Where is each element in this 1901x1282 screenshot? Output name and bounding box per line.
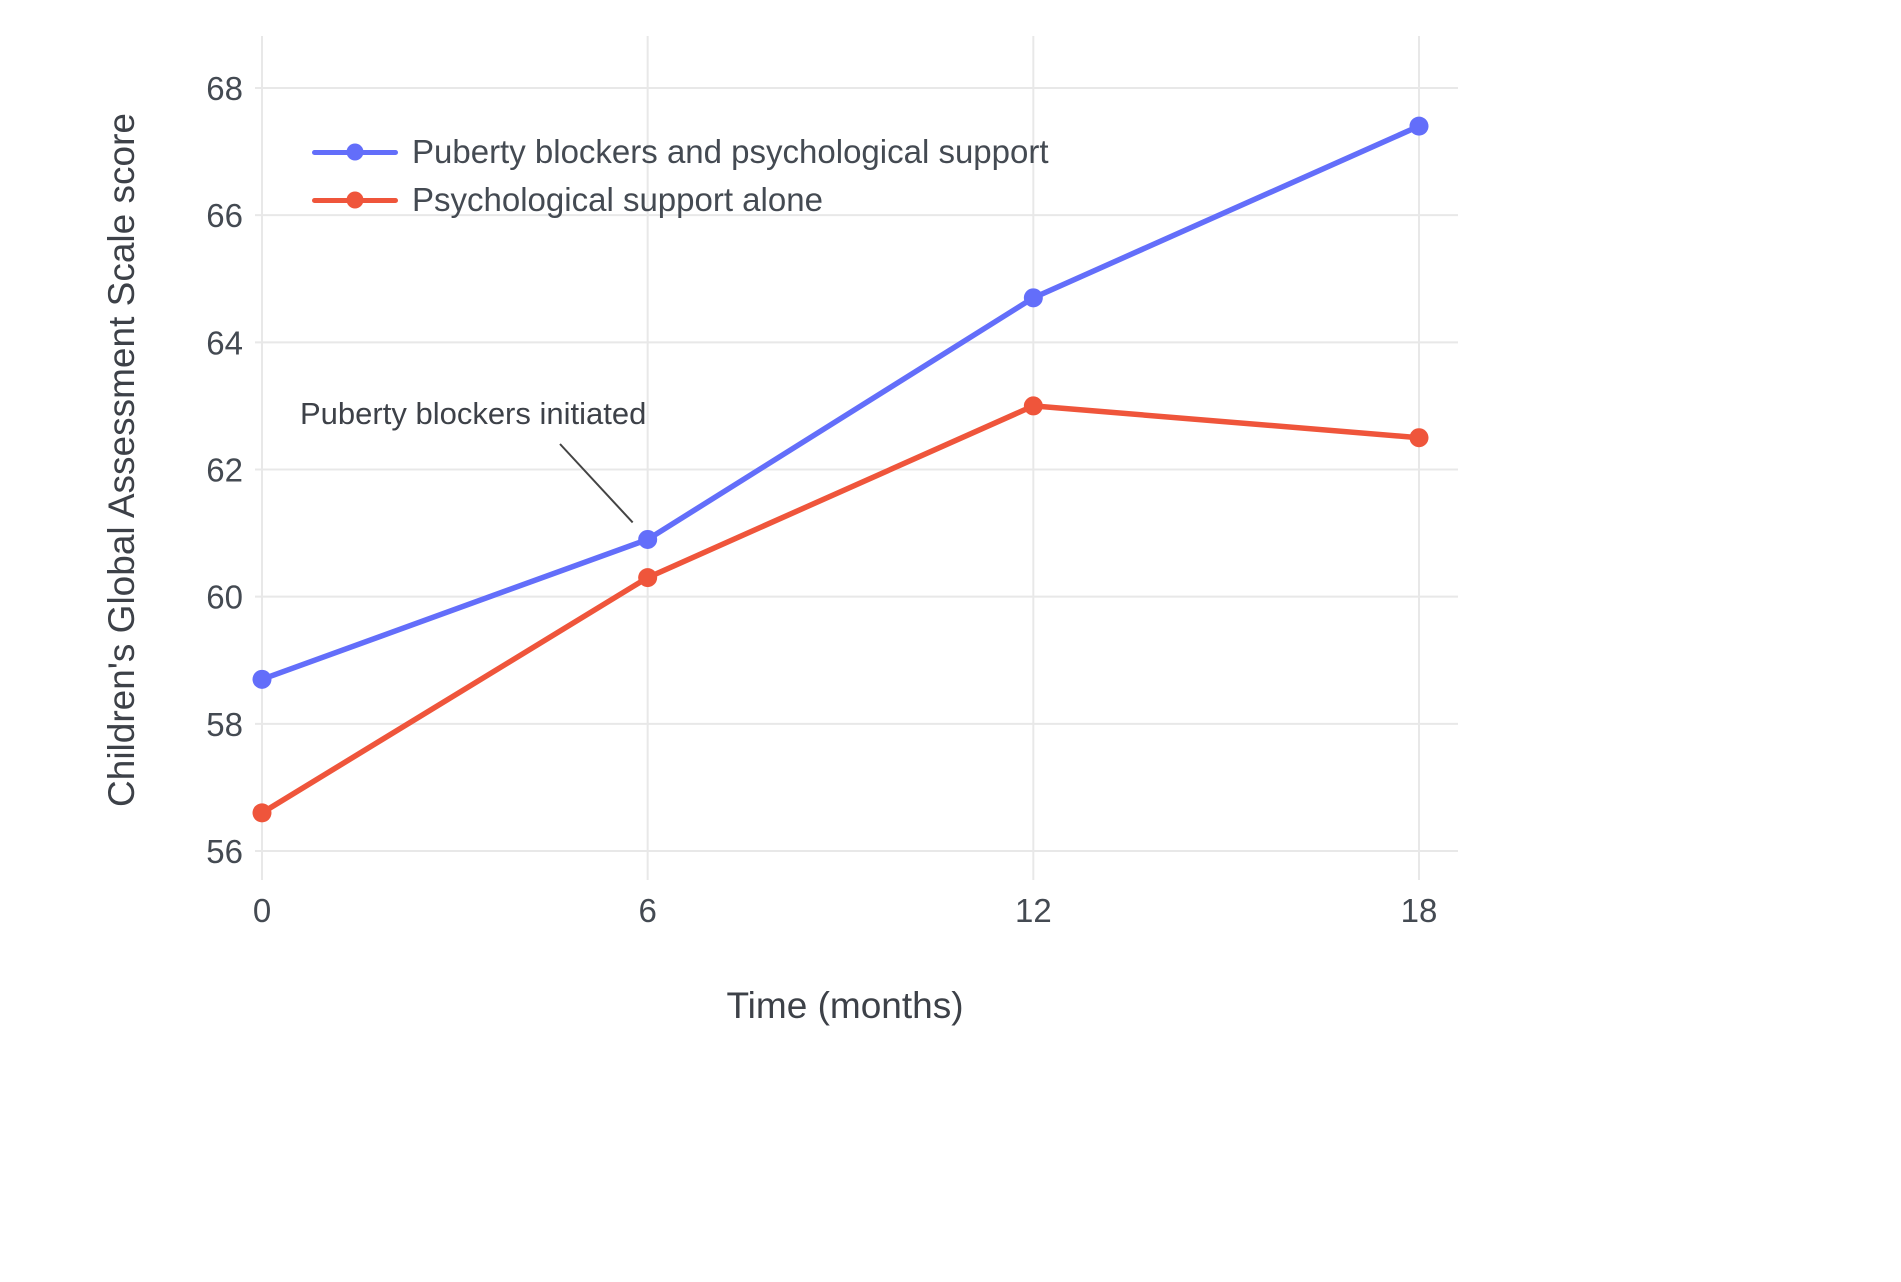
series-marker[interactable] (1023, 396, 1043, 416)
legend-item[interactable]: Psychological support alone (312, 176, 1049, 224)
series-marker[interactable] (252, 803, 272, 823)
y-tick-label: 60 (206, 579, 243, 616)
y-axis-title: Children's Global Assessment Scale score (101, 113, 142, 807)
series-marker[interactable] (252, 669, 272, 689)
legend-item[interactable]: Puberty blockers and psychological suppo… (312, 128, 1049, 176)
y-tick-label: 56 (206, 833, 243, 870)
y-tick-label: 64 (206, 324, 243, 361)
y-tick-label: 68 (206, 70, 243, 107)
series-marker[interactable] (1409, 116, 1429, 136)
legend-label: Psychological support alone (412, 181, 823, 218)
series-line (259, 403, 1422, 816)
x-tick-label: 0 (253, 892, 271, 929)
y-tick-label: 58 (206, 706, 243, 743)
x-tick-label: 6 (638, 892, 656, 929)
annotation-line (559, 443, 634, 524)
legend-dot-icon (346, 191, 364, 209)
legend-swatch-red (312, 191, 398, 209)
series-marker[interactable] (1023, 288, 1043, 308)
legend-dot-icon (346, 143, 364, 161)
annotation-text: Puberty blockers initiated (300, 396, 647, 431)
x-tick-label: 12 (1015, 892, 1052, 929)
series-marker[interactable] (1409, 428, 1429, 448)
legend-label: Puberty blockers and psychological suppo… (412, 133, 1049, 170)
series-marker[interactable] (638, 568, 658, 588)
x-tick-label: 18 (1401, 892, 1438, 929)
x-axis-title: Time (months) (726, 985, 964, 1026)
legend-swatch-blue (312, 143, 398, 161)
series-marker[interactable] (638, 529, 658, 549)
y-tick-label: 62 (206, 452, 243, 489)
y-tick-label: 66 (206, 197, 243, 234)
series-line (259, 123, 1422, 683)
legend: Puberty blockers and psychological suppo… (312, 128, 1049, 224)
